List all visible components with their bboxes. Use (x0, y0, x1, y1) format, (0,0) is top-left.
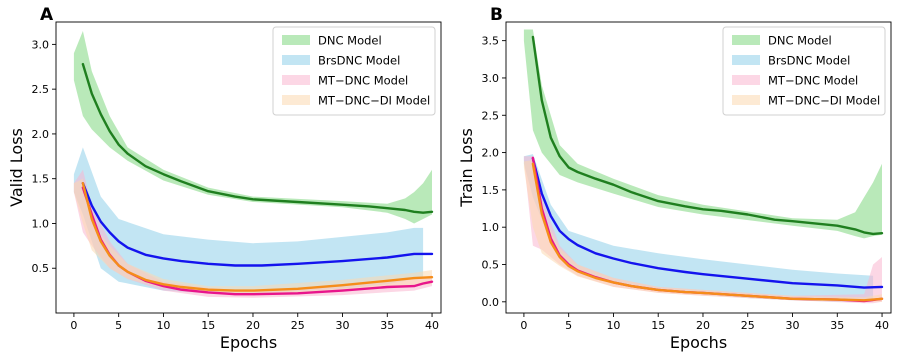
chart-b-x-tick-label: 15 (651, 319, 665, 332)
chart-b-legend-label-mt-dnc-model: MT−DNC Model (768, 74, 858, 88)
chart-b-x-tick-label: 20 (696, 319, 710, 332)
chart-panel-a: A 0 5 10 15 20 25 30 35 40 0.5 1.0 1.5 2.0 2.5 3.0 Epoch… (0, 0, 449, 356)
chart-b-x-tick-label: 5 (565, 319, 572, 332)
chart-a-band-mt-dnc-di-model (73, 178, 433, 296)
chart-b-legend-swatch-dnc-model (732, 35, 760, 45)
chart-a-x-tick-label: 0 (70, 319, 77, 332)
chart-b-x-tick-label: 10 (606, 319, 620, 332)
chart-panel-b: B 0 5 10 15 20 25 30 35 40 0.0 0.5 1.0 1.5 2.0 2.5 3.0 3.… (450, 0, 899, 356)
chart-a-x-tick-label: 10 (156, 319, 170, 332)
chart-b-y-tick-label: 3.5 (482, 35, 500, 48)
chart-b-plot-frame (505, 21, 892, 314)
chart-a-x-tick-label: 35 (380, 319, 394, 332)
chart-a-svg: A 0 5 10 15 20 25 30 35 40 0.5 1.0 1.5 2.0 2.5 3.0 Epoch… (7, 5, 442, 352)
chart-b-legend-swatch-brsdnc-model (732, 55, 760, 65)
chart-a-x-tick-label: 25 (291, 319, 305, 332)
chart-b-x-tick-label: 40 (875, 319, 889, 332)
chart-b-legend-label-brsdnc-model: BrsDNC Model (768, 54, 850, 68)
chart-a-x-tick-label: 15 (201, 319, 215, 332)
chart-a-x-tick-label: 40 (425, 319, 439, 332)
chart-a-legend-box (272, 26, 436, 116)
chart-b-x-tick-label: 0 (520, 319, 527, 332)
chart-b-legend: DNC Model BrsDNC Model MT−DNC Model MT−DNC−… (722, 26, 886, 116)
chart-a-y-tick-label: 0.5 (32, 262, 50, 275)
chart-a-legend-label-mt-dnc-model: MT−DNC Model (318, 74, 408, 88)
chart-b-y-tick-label: 2.5 (482, 109, 500, 122)
chart-b-line-dnc-model (531, 35, 884, 236)
chart-a-line-brsdnc-model (81, 182, 434, 267)
chart-a-line-dnc-model (81, 62, 434, 214)
chart-a-y-tick-label: 1.0 (32, 217, 50, 230)
chart-a-legend-swatch-mt-dnc-di-model (282, 95, 310, 105)
chart-a-plot-frame (55, 21, 442, 314)
chart-b-y-tick-label: 1.5 (482, 184, 500, 197)
chart-b-y-tick-label: 0.0 (482, 296, 500, 309)
chart-b-band-dnc-model (523, 29, 882, 239)
chart-a-legend-swatch-brsdnc-model (282, 55, 310, 65)
chart-b-legend-label-mt-dnc-di-model: MT−DNC−DI Model (768, 94, 880, 108)
chart-a-x-axis-title: Epochs (220, 333, 277, 352)
chart-b-legend-box (722, 26, 886, 116)
chart-b-y-tick-label: 2.0 (482, 147, 500, 160)
chart-a-legend-label-brsdnc-model: BrsDNC Model (318, 54, 400, 68)
chart-b-x-tick-label: 35 (830, 319, 844, 332)
chart-a-x-tick-label: 5 (115, 319, 122, 332)
chart-b-y-tick-label: 1.0 (482, 221, 500, 234)
chart-b-line-mt-dnc-di-model (531, 162, 884, 302)
chart-b-band-brsdnc-model (523, 154, 874, 302)
chart-b-y-tick-label: 0.5 (482, 259, 500, 272)
chart-a-legend-label-dnc-model: DNC Model (318, 34, 382, 48)
chart-a-y-tick-label: 1.5 (32, 173, 50, 186)
chart-a-legend: DNC Model BrsDNC Model MT−DNC Model MT−DNC−… (272, 26, 436, 116)
chart-a-x-tick-label: 30 (336, 319, 350, 332)
chart-b-legend-swatch-mt-dnc-di-model (732, 95, 760, 105)
chart-b-panel-label: B (490, 5, 503, 25)
chart-a-y-axis-title: Valid Loss (7, 128, 26, 207)
chart-b-y-axis-title: Train Loss (457, 128, 476, 208)
chart-a-legend-swatch-mt-dnc-model (282, 75, 310, 85)
chart-a-y-tick-label: 2.0 (32, 128, 50, 141)
chart-b-x-tick-label: 25 (741, 319, 755, 332)
chart-a-legend-label-mt-dnc-di-model: MT−DNC−DI Model (318, 94, 430, 108)
chart-b-svg: B 0 5 10 15 20 25 30 35 40 0.0 0.5 1.0 1.5 2.0 2.5 3.0 3.… (457, 5, 892, 352)
chart-b-legend-swatch-mt-dnc-model (732, 75, 760, 85)
chart-a-y-tick-label: 3.0 (32, 38, 50, 51)
chart-b-legend-label-dnc-model: DNC Model (768, 34, 832, 48)
chart-a-x-tick-label: 20 (246, 319, 260, 332)
chart-b-x-tick-label: 30 (786, 319, 800, 332)
chart-a-line-mt-dnc-di-model (81, 182, 434, 292)
chart-b-line-brsdnc-model (531, 157, 884, 289)
chart-b-x-axis-title: Epochs (670, 333, 727, 352)
chart-a-y-tick-label: 2.5 (32, 83, 50, 96)
chart-b-y-tick-label: 3.0 (482, 72, 500, 85)
chart-a-panel-label: A (40, 5, 54, 25)
chart-a-legend-swatch-dnc-model (282, 35, 310, 45)
